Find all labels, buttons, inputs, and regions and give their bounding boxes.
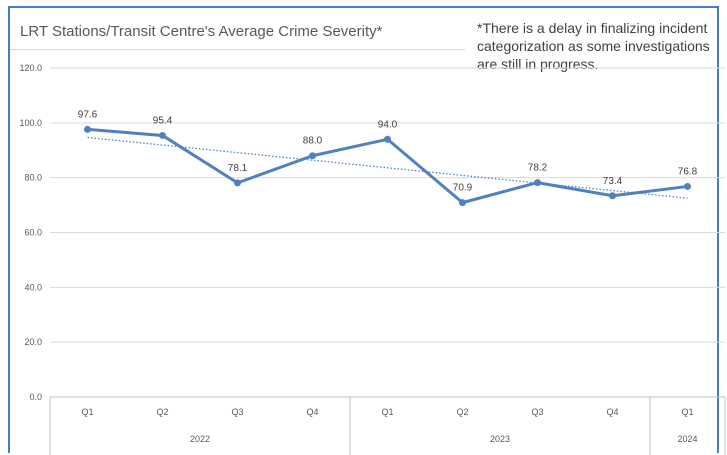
data-point [84,125,91,133]
x-tick-label: Q3 [231,407,243,417]
data-label: 76.8 [678,166,698,177]
data-label: 70.9 [453,183,473,194]
data-label: 95.4 [153,115,173,126]
data-label: 73.4 [603,176,623,187]
x-tick-label: Q4 [606,407,618,417]
x-tick-label: Q1 [81,407,93,417]
year-group-label: 2024 [677,434,697,444]
data-point [609,192,616,200]
data-point [159,131,166,139]
data-label: 97.6 [78,109,98,120]
data-point [534,179,541,187]
chart-title: LRT Stations/Transit Centre's Average Cr… [20,23,383,40]
year-group-label: 2022 [190,434,210,444]
y-tick-label: 120.0 [19,63,42,73]
data-label: 78.2 [528,163,548,174]
title-divider [10,49,465,50]
year-group-label: 2023 [490,434,510,444]
x-tick-label: Q2 [456,407,468,417]
y-tick-label: 0.0 [29,392,42,402]
data-label: 94.0 [378,119,398,130]
chart-frame [8,6,719,453]
trendline [87,136,688,199]
data-label: 88.0 [303,136,323,147]
y-tick-label: 100.0 [19,118,42,128]
chart-footnote: *There is a delay in finalizing incident… [477,20,710,72]
x-tick-label: Q1 [681,407,693,417]
data-point [684,182,691,190]
data-label: 78.1 [228,163,248,174]
x-tick-label: Q2 [156,407,168,417]
x-tick-label: Q3 [531,407,543,417]
data-point [384,135,391,143]
data-point [234,179,241,187]
y-tick-label: 60.0 [24,228,42,238]
data-point [459,199,466,207]
y-tick-label: 80.0 [24,173,42,183]
y-tick-label: 40.0 [24,282,42,292]
y-tick-label: 20.0 [24,337,42,347]
x-tick-label: Q1 [381,407,393,417]
data-point [309,152,316,160]
x-tick-label: Q4 [306,407,318,417]
